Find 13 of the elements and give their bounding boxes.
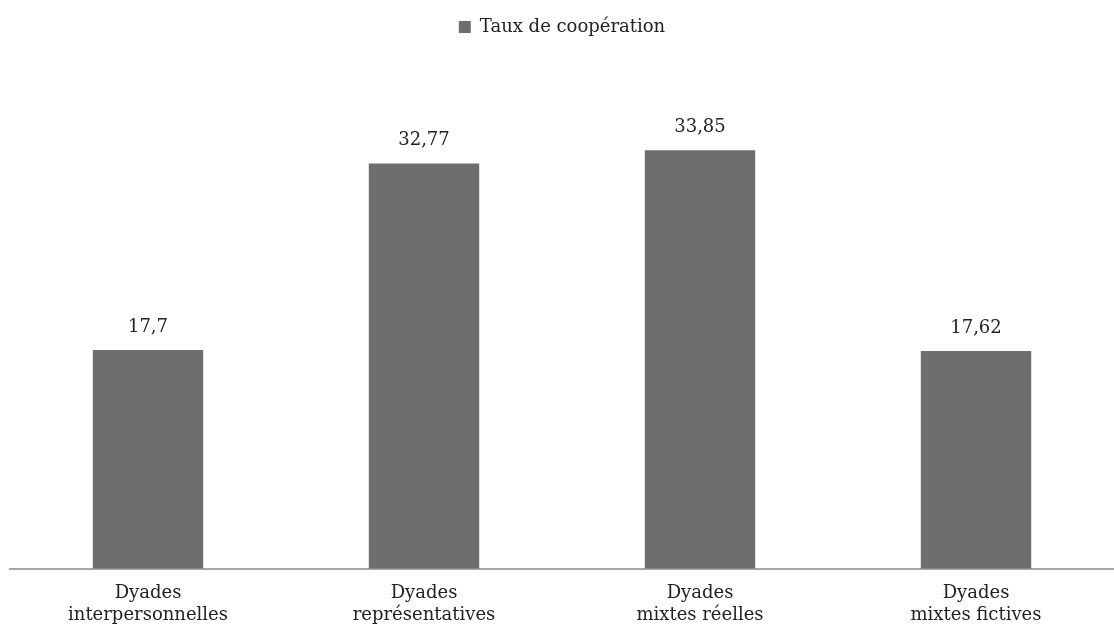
bar <box>368 163 480 569</box>
x-tick-label: Dyades interpersonnelles <box>68 581 228 624</box>
data-label: 17,62 <box>950 315 1002 337</box>
x-tick-label: Dyades mixtes réelles <box>636 581 764 624</box>
data-label: 32,77 <box>398 128 450 150</box>
x-tick-label: Dyades représentatives <box>352 581 496 624</box>
data-label: 17,7 <box>127 314 169 336</box>
bar <box>92 349 204 569</box>
data-label: 33,85 <box>674 114 726 136</box>
bar <box>920 350 1032 569</box>
legend-label: Taux de coopération <box>479 14 666 36</box>
bar <box>644 150 756 569</box>
x-tick-label: Dyades mixtes fictives <box>910 581 1042 624</box>
